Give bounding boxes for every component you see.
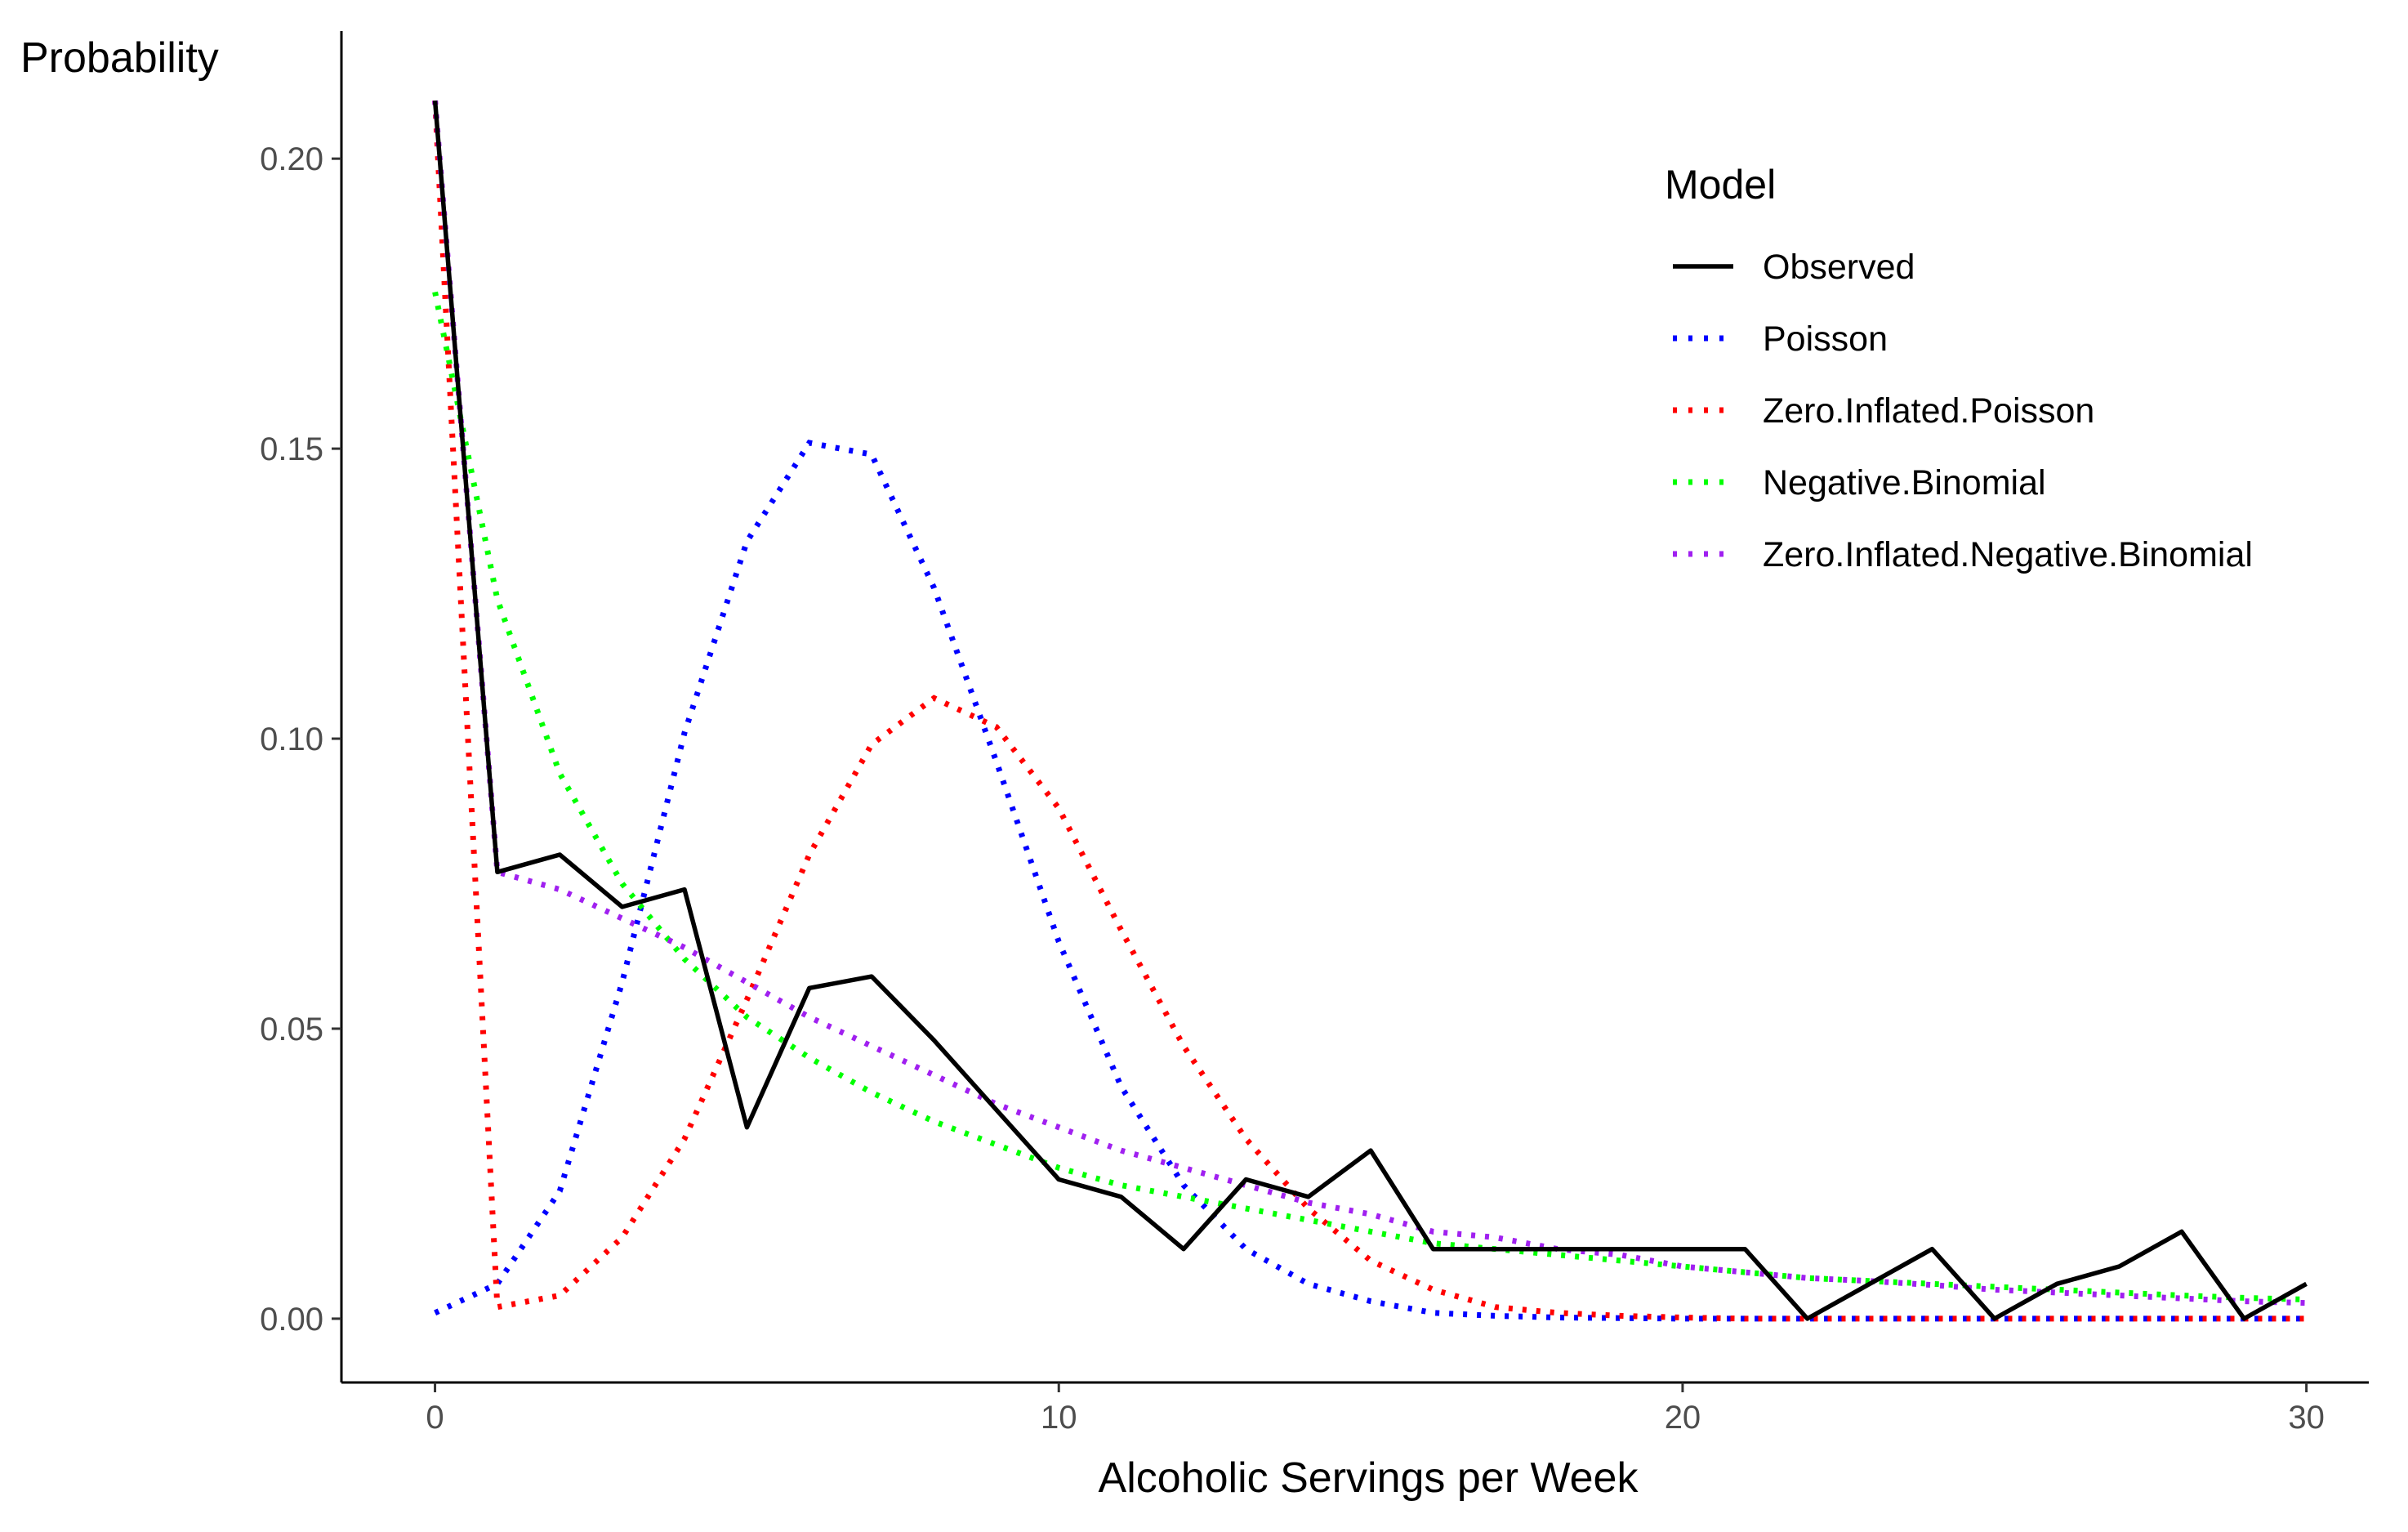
y-tick-label: 0.20 bbox=[260, 141, 323, 177]
series-group bbox=[432, 100, 2308, 1322]
y-tick-label: 0.15 bbox=[260, 431, 323, 467]
series-line-observed bbox=[432, 100, 2308, 1321]
y-tick-label: 0.05 bbox=[260, 1012, 323, 1047]
series-line-negative-binomial bbox=[432, 291, 2307, 1302]
legend: Model Observed Poisson Zero.Inflated.Poiss… bbox=[1665, 162, 2253, 574]
y-tick-label: 0.10 bbox=[260, 721, 323, 757]
legend-title: Model bbox=[1665, 162, 1776, 208]
x-ticks: 0 10 20 30 bbox=[426, 1382, 2325, 1436]
legend-label: Poisson bbox=[1763, 319, 1888, 359]
x-tick-label: 20 bbox=[1665, 1400, 1701, 1436]
x-tick-label: 0 bbox=[426, 1400, 444, 1436]
x-tick-label: 30 bbox=[2288, 1400, 2325, 1436]
axes bbox=[340, 31, 2369, 1384]
x-axis-title: Alcoholic Servings per Week bbox=[1099, 1454, 1639, 1502]
y-ticks: 0.00 0.05 0.10 0.15 0.20 bbox=[260, 141, 341, 1338]
y-tick-label: 0.00 bbox=[260, 1302, 323, 1338]
legend-label: Zero.Inflated.Poisson bbox=[1763, 391, 2094, 431]
y-axis-title: Probability bbox=[20, 34, 219, 82]
legend-items: Observed Poisson Zero.Inflated.Poisson Nega… bbox=[1673, 248, 2253, 574]
x-tick-label: 10 bbox=[1041, 1400, 1077, 1436]
legend-label: Negative.Binomial bbox=[1763, 463, 2046, 502]
legend-label: Observed bbox=[1763, 248, 1915, 287]
legend-label: Zero.Inflated.Negative.Binomial bbox=[1763, 535, 2253, 574]
